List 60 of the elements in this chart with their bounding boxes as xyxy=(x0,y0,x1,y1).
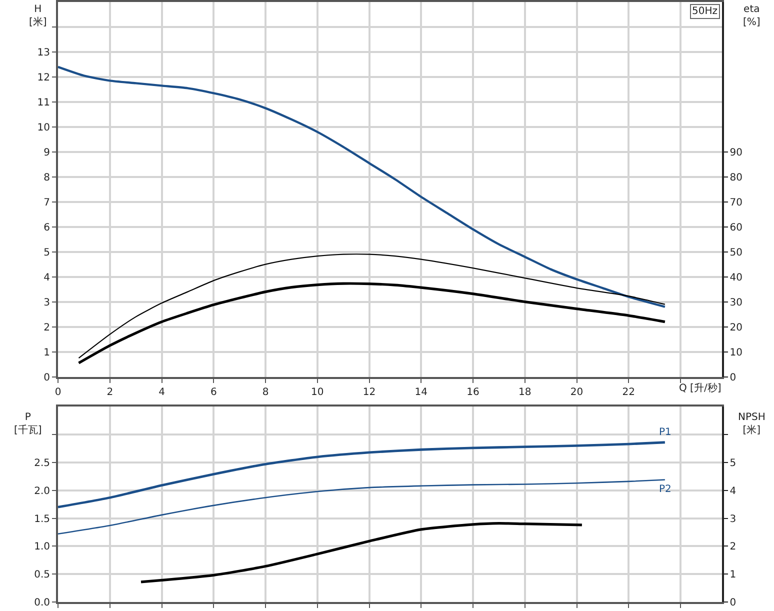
y2-tick-label: 70 xyxy=(730,197,742,208)
x-axis-title: Q [升/秒] xyxy=(679,382,722,394)
y-tick-label: 4 xyxy=(44,272,50,284)
y-tick-label: 13 xyxy=(37,47,50,58)
line-series xyxy=(78,254,666,359)
x-tick-label: 0 xyxy=(54,386,62,398)
y2-tick-label: 3 xyxy=(730,514,736,525)
x-tick-label: 12 xyxy=(362,386,376,398)
x-tick-label: 4 xyxy=(158,386,165,398)
y-tick-label: 8 xyxy=(44,172,50,184)
y2-tick-label: 2 xyxy=(730,542,736,553)
y2-tick-label: 4 xyxy=(730,486,736,497)
line-series xyxy=(77,282,666,364)
y2-tick-label: 0 xyxy=(730,372,736,384)
x-tick-label: 22 xyxy=(622,386,635,398)
y-tick-label: 11 xyxy=(37,97,50,108)
y-tick-label: 2.5 xyxy=(34,458,50,469)
y-tick-label: 7 xyxy=(44,197,50,208)
x-tick-label: 18 xyxy=(518,386,532,398)
y2-tick-label: 80 xyxy=(730,172,742,184)
y2-axis-title: NPSH [米] xyxy=(738,412,766,436)
y-tick-label: 9 xyxy=(44,147,50,158)
y-tick-label: 1 xyxy=(44,347,50,358)
y2-axis-title: eta [%] xyxy=(743,4,760,28)
y2-tick-label: 10 xyxy=(730,347,742,358)
y2-tick-label: 50 xyxy=(730,247,742,258)
y2-tick-label: 5 xyxy=(730,458,736,469)
line-series xyxy=(140,522,584,584)
x-tick-label: 10 xyxy=(311,386,324,398)
x-tick-label: 14 xyxy=(414,386,428,398)
y-tick-label: 2 xyxy=(44,322,50,334)
y-tick-label: 10 xyxy=(37,122,50,134)
y2-tick-label: 40 xyxy=(730,272,742,284)
x-tick-label: 16 xyxy=(466,386,480,398)
y-tick-label: 0.5 xyxy=(34,570,50,581)
y2-tick-label: 20 xyxy=(730,322,742,334)
y-tick-label: 12 xyxy=(37,72,50,84)
y-axis-title: H [米] xyxy=(29,4,47,28)
y-axis-title: P [千瓦] xyxy=(14,412,42,436)
y2-tick-label: 1 xyxy=(730,570,736,581)
x-tick-label: 2 xyxy=(106,386,114,398)
line-series xyxy=(58,66,666,308)
annotation: 50Hz xyxy=(692,6,718,17)
x-tick-label: 20 xyxy=(570,386,584,398)
y-tick-label: 6 xyxy=(44,222,50,234)
y2-tick-label: 60 xyxy=(730,222,742,234)
y-tick-label: 0.0 xyxy=(34,598,50,608)
y-tick-label: 1.5 xyxy=(34,514,50,525)
y2-tick-label: 0 xyxy=(730,598,736,608)
x-tick-label: 8 xyxy=(262,386,269,398)
y2-tick-label: 90 xyxy=(730,147,742,158)
y-tick-label: 2.0 xyxy=(34,486,50,497)
series-label: P1 xyxy=(659,427,672,438)
series-label: P2 xyxy=(659,484,672,495)
y-tick-label: 5 xyxy=(44,247,50,258)
y2-tick-label: 30 xyxy=(730,297,742,308)
x-tick-label: 6 xyxy=(210,386,217,398)
y-tick-label: 3 xyxy=(44,297,50,308)
y-tick-label: 1.0 xyxy=(34,542,50,553)
y-tick-label: 0 xyxy=(44,372,50,384)
